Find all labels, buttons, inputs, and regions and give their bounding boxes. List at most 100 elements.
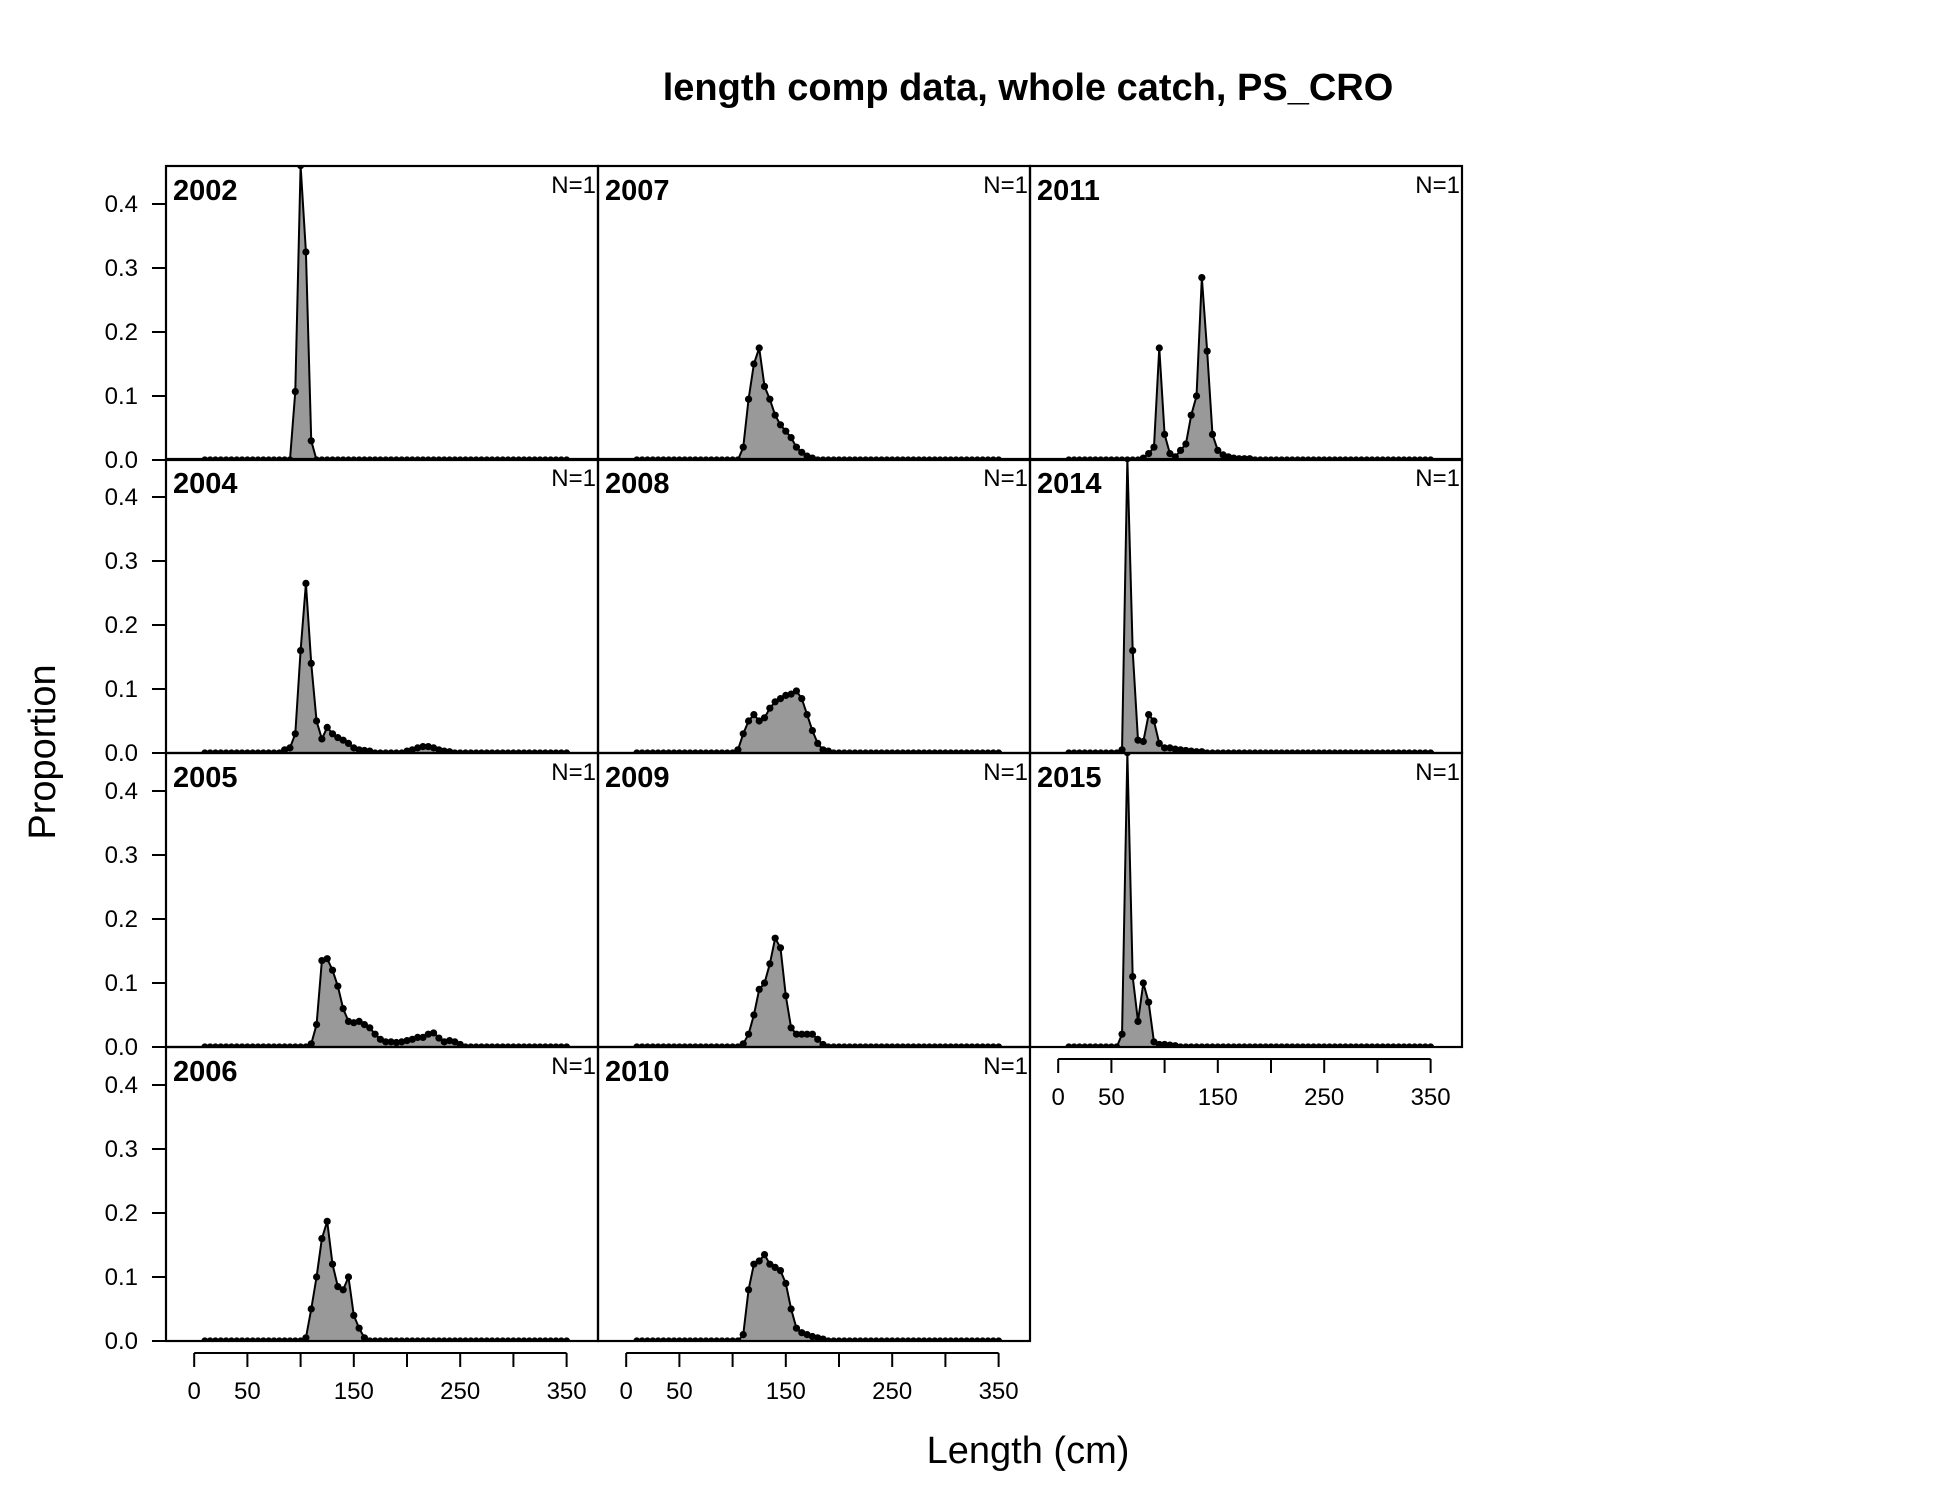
y-tick-label: 0.1 bbox=[105, 1264, 138, 1291]
panel-n-label: N=1 bbox=[1415, 172, 1460, 199]
panel-grid: 2002 N=1 0.0 0.1 0.2 0.3 0.4 2004 N=1 0.0 0.1 0.2 0.… bbox=[105, 164, 1464, 1405]
panel-year-label: 2009 bbox=[605, 762, 670, 794]
panel-n-label: N=1 bbox=[551, 465, 596, 492]
plot-area-2015 bbox=[1065, 753, 1435, 1047]
data-point bbox=[1171, 745, 1179, 753]
data-point bbox=[307, 659, 315, 668]
plot-area-2010 bbox=[633, 1251, 1003, 1341]
data-point bbox=[744, 395, 753, 403]
data-point bbox=[739, 1040, 747, 1047]
data-point bbox=[355, 746, 363, 753]
data-point bbox=[339, 736, 347, 744]
data-point bbox=[760, 382, 769, 390]
data-point bbox=[776, 944, 785, 952]
data-point bbox=[1150, 443, 1158, 451]
y-tick-label: 0.4 bbox=[105, 191, 138, 218]
panel-n-label: N=1 bbox=[1415, 759, 1460, 786]
data-point bbox=[798, 695, 806, 703]
line-2011 bbox=[1068, 277, 1431, 460]
y-tick-label: 0.0 bbox=[105, 1034, 138, 1061]
data-point bbox=[814, 1035, 822, 1043]
data-point bbox=[371, 1030, 379, 1038]
data-point bbox=[1129, 973, 1137, 981]
panel-n-label: N=1 bbox=[983, 465, 1028, 492]
data-point bbox=[339, 1286, 347, 1294]
data-point bbox=[771, 698, 779, 706]
x-tick-label: 50 bbox=[666, 1378, 693, 1405]
data-point bbox=[355, 1324, 363, 1332]
panel-year-label: 2015 bbox=[1037, 762, 1102, 794]
data-point bbox=[771, 411, 779, 419]
x-tick-label: 350 bbox=[979, 1378, 1019, 1405]
data-point bbox=[750, 1011, 758, 1019]
panel-2015: 2015 N=1 0 50 150 250 350 bbox=[1028, 751, 1464, 1111]
y-tick-label: 0.4 bbox=[105, 1072, 138, 1099]
data-point bbox=[360, 1021, 369, 1029]
data-point bbox=[403, 747, 411, 753]
y-tick-label: 0.4 bbox=[105, 484, 138, 511]
data-point bbox=[776, 421, 785, 429]
data-point bbox=[360, 1334, 369, 1341]
data-point bbox=[1139, 737, 1147, 746]
panel-year-label: 2005 bbox=[173, 762, 238, 794]
data-point bbox=[1139, 979, 1147, 987]
line-2006 bbox=[204, 1221, 567, 1341]
data-point bbox=[760, 714, 769, 722]
data-point bbox=[312, 1273, 321, 1281]
data-point bbox=[776, 1267, 785, 1275]
data-point bbox=[798, 448, 806, 456]
line-2004 bbox=[204, 583, 567, 753]
data-point bbox=[776, 695, 785, 703]
data-point bbox=[323, 955, 331, 963]
y-tick-label: 0.1 bbox=[105, 970, 138, 997]
panel-n-label: N=1 bbox=[983, 172, 1028, 199]
panel-frame bbox=[164, 751, 600, 1049]
x-tick-label: 50 bbox=[234, 1378, 261, 1405]
data-point bbox=[414, 1033, 422, 1041]
x-tick-label: 50 bbox=[1098, 1084, 1125, 1111]
x-tick-label: 250 bbox=[872, 1378, 912, 1405]
data-point bbox=[291, 387, 299, 396]
panel-frame bbox=[164, 1045, 600, 1343]
data-point bbox=[1171, 1042, 1179, 1047]
panel-2006: 2006 N=1 0.0 0.1 0.2 0.3 0.4 0 50 150 250 350 bbox=[105, 1045, 600, 1405]
data-point bbox=[312, 717, 321, 725]
data-point bbox=[1166, 450, 1174, 458]
panel-year-label: 2011 bbox=[1037, 175, 1100, 207]
y-tick-label: 0.2 bbox=[105, 906, 138, 933]
data-point bbox=[755, 985, 763, 994]
x-tick-label: 0 bbox=[620, 1378, 633, 1405]
data-point bbox=[382, 1038, 390, 1046]
panel-frame bbox=[596, 457, 1032, 755]
y-tick-label: 0.1 bbox=[105, 676, 138, 703]
data-point bbox=[1150, 717, 1158, 725]
panel-n-label: N=1 bbox=[983, 759, 1028, 786]
data-point bbox=[328, 1260, 337, 1268]
area-2005 bbox=[204, 958, 567, 1047]
panel-frame bbox=[164, 164, 600, 462]
panel-year-label: 2010 bbox=[605, 1056, 670, 1088]
data-point bbox=[739, 730, 747, 738]
data-point bbox=[771, 1263, 779, 1271]
area-2004 bbox=[204, 583, 567, 753]
data-point bbox=[819, 1040, 827, 1047]
plot-area-2006 bbox=[201, 1217, 571, 1341]
data-point bbox=[787, 690, 795, 698]
data-point bbox=[787, 434, 795, 442]
y-tick-label: 0.3 bbox=[105, 255, 138, 282]
x-tick-label: 0 bbox=[188, 1378, 201, 1405]
data-point bbox=[323, 1217, 331, 1225]
data-point bbox=[355, 1017, 363, 1025]
data-point bbox=[760, 979, 769, 987]
data-point bbox=[435, 1034, 443, 1042]
line-2009 bbox=[636, 935, 999, 1047]
panel-frame bbox=[596, 164, 1032, 462]
data-point bbox=[782, 427, 790, 435]
x-tick-label: 350 bbox=[547, 1378, 587, 1405]
panel-year-label: 2006 bbox=[173, 1056, 238, 1088]
panel-year-label: 2002 bbox=[173, 175, 238, 207]
data-point bbox=[734, 746, 742, 753]
area-2006 bbox=[204, 1221, 567, 1341]
data-point bbox=[1145, 711, 1153, 719]
y-tick-label: 0.2 bbox=[105, 319, 138, 346]
